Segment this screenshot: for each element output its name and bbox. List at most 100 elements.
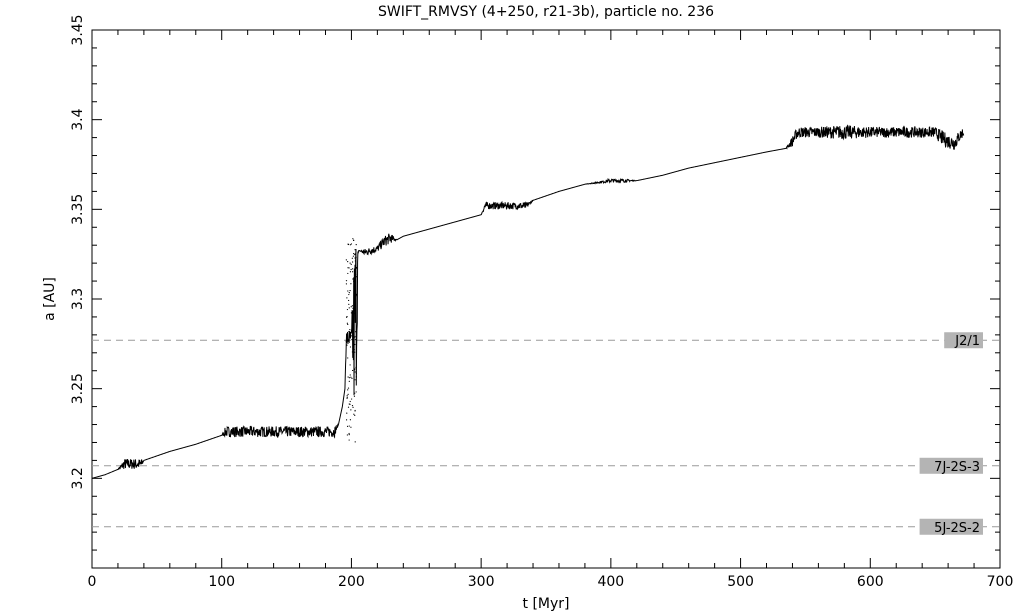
series-point: [355, 273, 357, 276]
series-point: [354, 368, 356, 370]
series-point: [352, 406, 354, 408]
series-point: [352, 312, 354, 314]
series-point: [353, 252, 355, 255]
series-point: [353, 348, 355, 351]
series-point: [345, 316, 348, 318]
series-point: [351, 261, 354, 263]
series-point: [347, 342, 349, 345]
x-tick-label: 300: [468, 574, 495, 590]
x-tick-label: 200: [338, 574, 365, 590]
x-tick-label: 700: [987, 574, 1014, 590]
series-point: [355, 391, 357, 393]
resonance-label-box: [944, 332, 983, 349]
axis-tick-labels: 0 100 200 300 400 500 600 700 3.2 3.25 3.3 3.35 3.4 3…: [70, 14, 1013, 590]
y-tick-label: 3.25: [70, 373, 86, 404]
series-point: [348, 303, 350, 305]
series-point: [348, 434, 350, 436]
plot-frame: [91, 29, 1001, 569]
series-point: [353, 413, 355, 415]
series-point: [349, 289, 351, 292]
series-point: [354, 331, 357, 333]
series-point: [351, 257, 353, 259]
series-point: [345, 340, 347, 342]
data-layer: [91, 124, 965, 479]
series-point: [348, 425, 350, 427]
series-point: [347, 261, 349, 263]
x-tick-label: 400: [597, 574, 624, 590]
series-point: [354, 343, 356, 346]
series-point: [355, 376, 357, 378]
series-point: [347, 389, 349, 391]
series-point: [347, 323, 349, 326]
series-point: [345, 283, 347, 285]
series-point: [355, 293, 358, 295]
series-point: [348, 293, 350, 296]
x-tick-label: 600: [857, 574, 884, 590]
series-point: [347, 376, 349, 378]
series-point: [354, 441, 356, 443]
series-point: [354, 379, 356, 381]
y-tick-label: 3.2: [70, 467, 86, 489]
series-point: [351, 398, 353, 400]
series-point: [352, 278, 354, 280]
series-point: [355, 277, 357, 280]
series-point: [346, 297, 348, 299]
series-point: [349, 328, 351, 331]
series-point: [349, 335, 351, 337]
series-point: [355, 276, 358, 278]
series-point: [350, 312, 352, 314]
x-tick-label: 100: [208, 574, 235, 590]
y-tick-label: 3.45: [70, 14, 86, 45]
series-point: [354, 254, 356, 256]
series-point: [351, 305, 353, 307]
series-point: [349, 400, 351, 403]
series-point: [350, 243, 353, 245]
series-point: [346, 395, 348, 397]
series-point: [347, 243, 350, 246]
series-point: [355, 335, 357, 338]
series-point: [355, 286, 357, 288]
series-point: [354, 371, 356, 373]
series-point: [346, 396, 348, 398]
x-axis-label: t [Myr]: [523, 596, 570, 612]
series-point: [354, 414, 356, 416]
series-point: [353, 239, 355, 241]
series-point: [351, 405, 354, 407]
chart-title: SWIFT_RMVSY (4+250, r21-3b), particle no…: [378, 4, 714, 20]
series-point: [350, 409, 352, 411]
series-point: [349, 419, 352, 421]
series-point: [353, 395, 356, 397]
x-tick-label: 0: [88, 574, 97, 590]
series-point: [346, 412, 348, 414]
y-axis-label: a [AU]: [42, 277, 58, 321]
x-tick-label: 500: [727, 574, 754, 590]
series-point: [355, 244, 357, 246]
series-point: [350, 283, 352, 285]
series-point: [349, 403, 351, 405]
series-point: [348, 299, 350, 302]
series-point: [352, 313, 355, 315]
series-point: [354, 249, 356, 251]
y-tick-label: 3.35: [70, 194, 86, 225]
series-point: [349, 364, 351, 366]
series-point: [352, 238, 354, 240]
series-point: [349, 271, 352, 273]
series-point: [350, 329, 352, 332]
series-point: [354, 260, 356, 262]
series-point: [348, 267, 350, 269]
series-point: [353, 280, 355, 282]
series-point: [351, 338, 353, 341]
series-point: [349, 262, 351, 264]
series-point: [349, 374, 351, 376]
series-point: [354, 392, 356, 394]
series-point: [352, 309, 354, 311]
series-point: [348, 380, 350, 382]
series-point: [351, 268, 354, 270]
series-point: [348, 432, 350, 435]
series-point: [348, 292, 350, 294]
series-point: [355, 266, 358, 269]
series-point: [345, 419, 348, 421]
series-point: [348, 307, 350, 309]
series-point: [354, 410, 356, 412]
